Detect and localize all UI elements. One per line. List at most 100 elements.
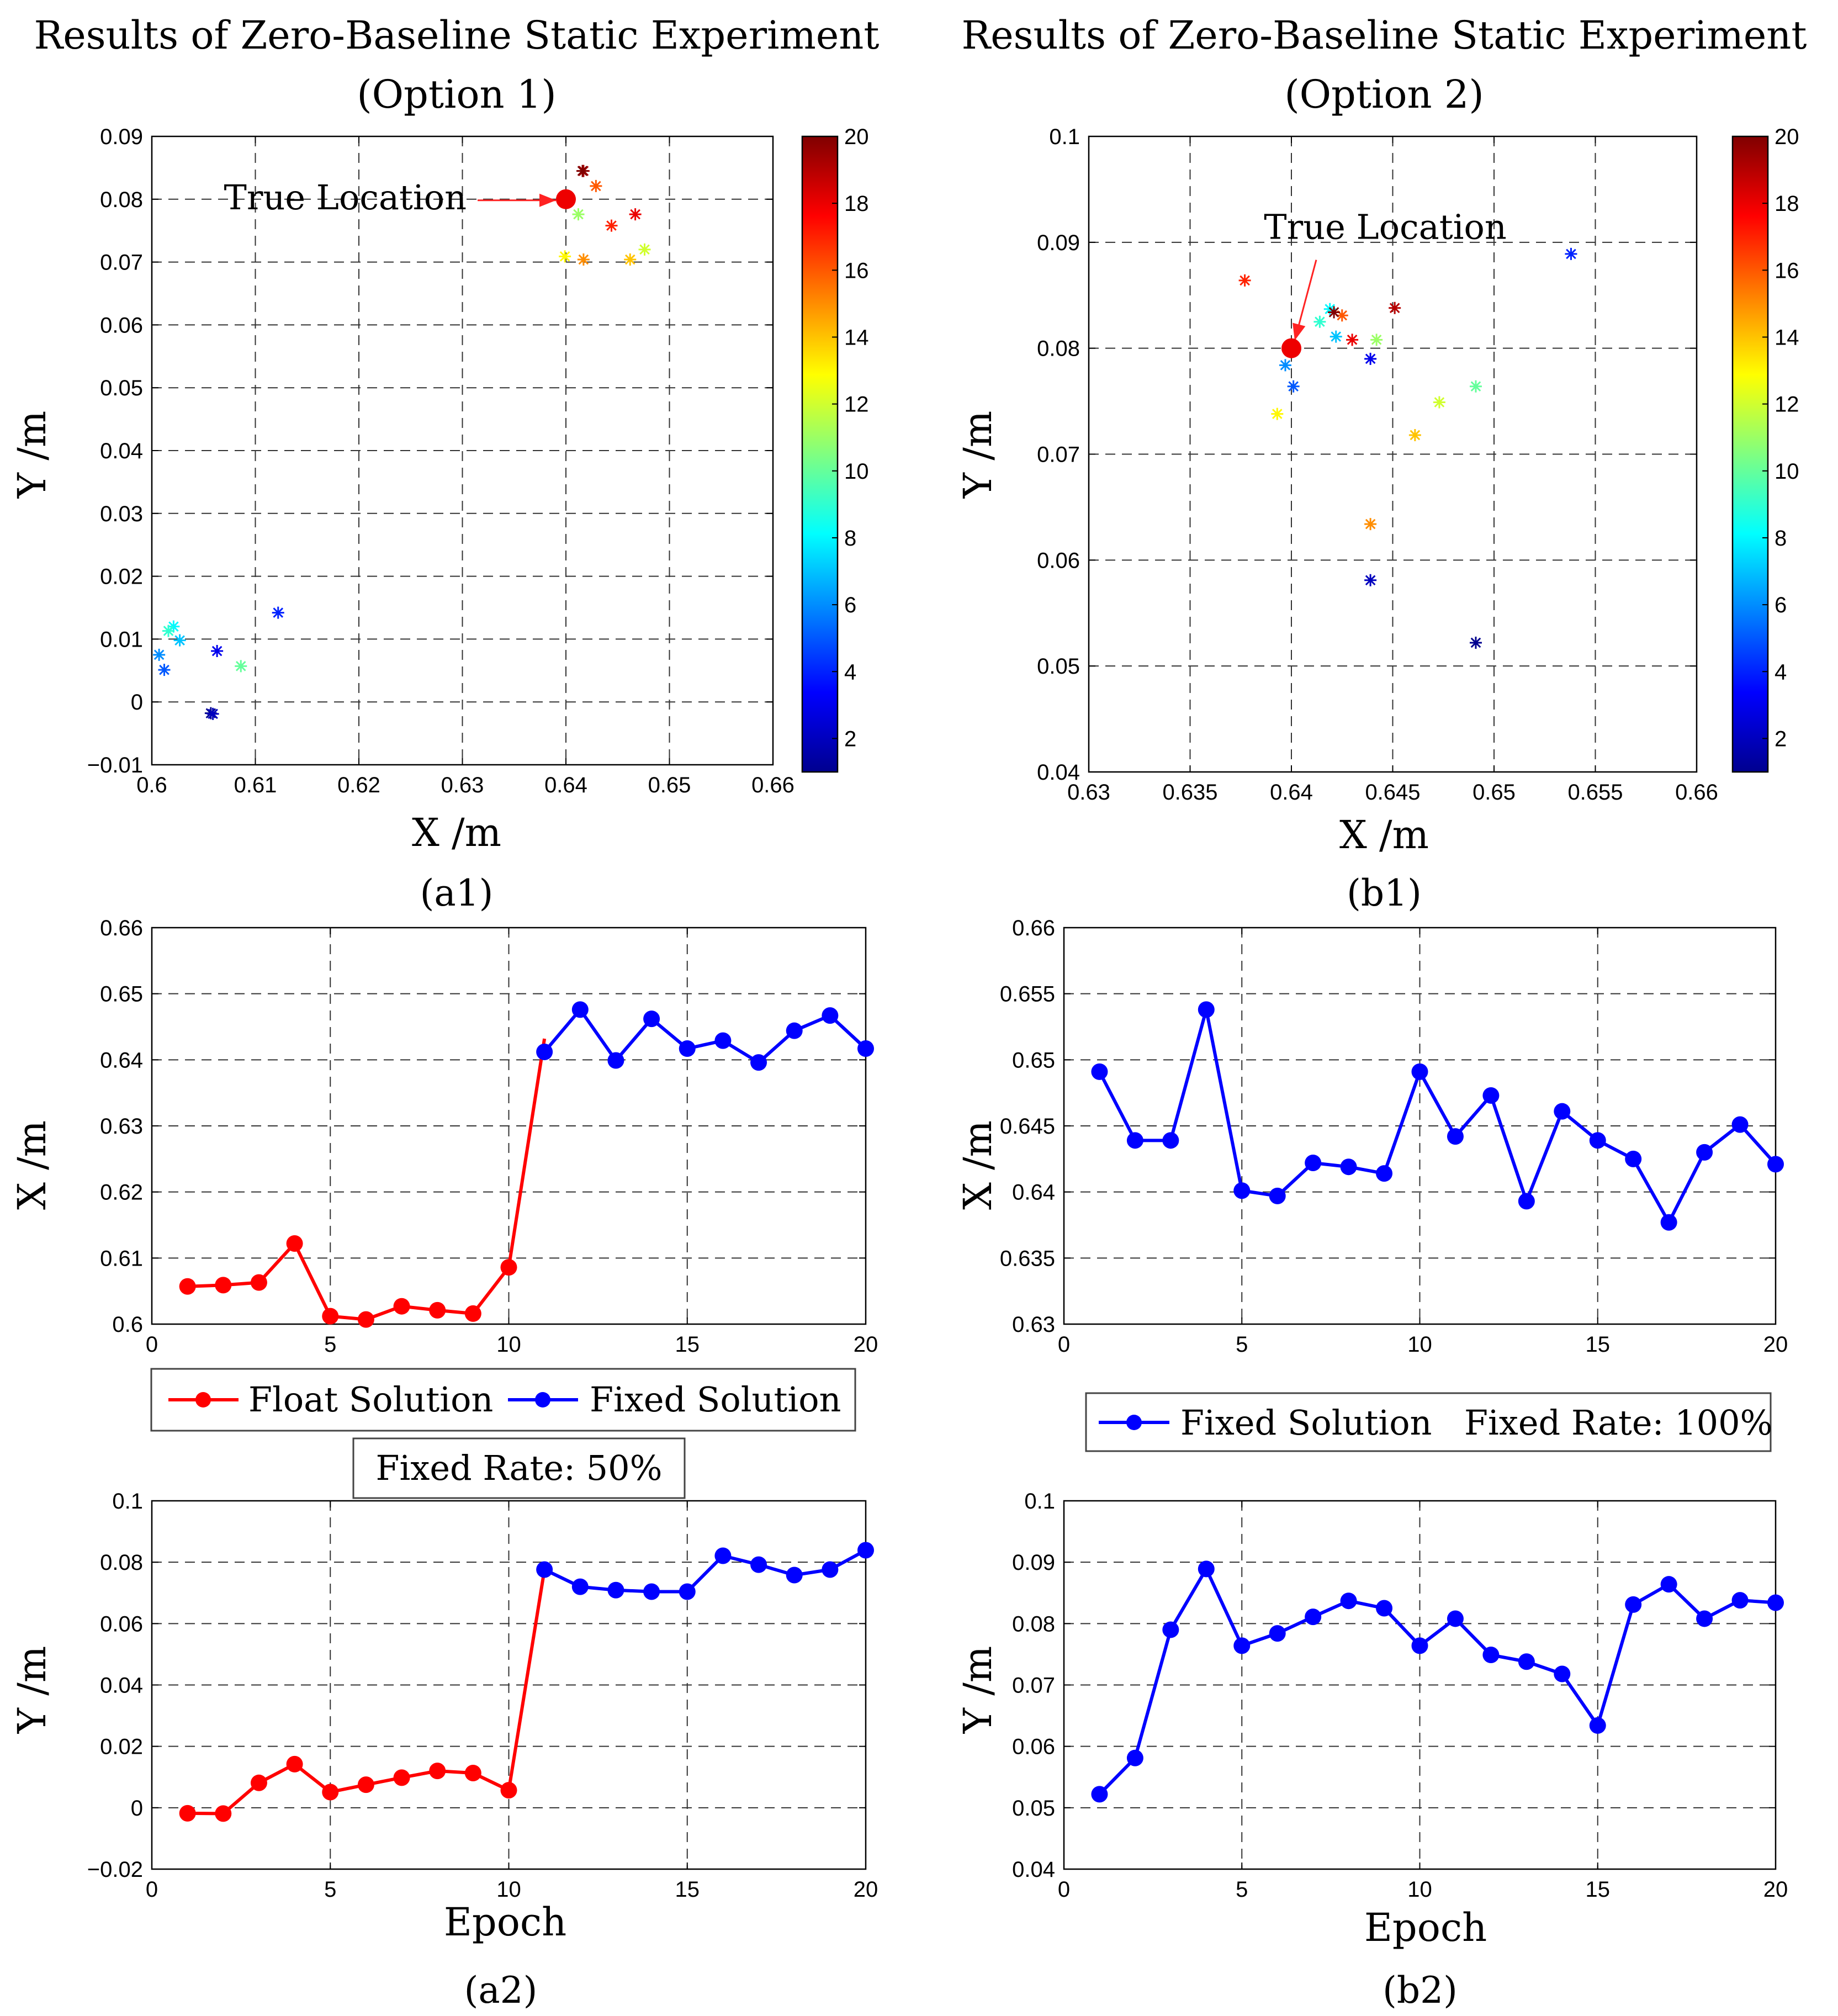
- a1-y-tick-label: −0.01: [87, 753, 143, 777]
- a2-legend-float-label: Float Solution: [248, 1379, 493, 1420]
- b1-point-epoch-2: [1364, 574, 1377, 586]
- b2t-x-tick-label: 0: [1058, 1332, 1070, 1357]
- a2b-x-tick-label: 10: [496, 1877, 521, 1902]
- b2-top-y-axis-label: X /m: [955, 1120, 1000, 1210]
- b1-title-line2: (Option 2): [1284, 72, 1484, 117]
- a1-colorbar-gradient: [801, 135, 839, 773]
- a1-true-location-label: True Location: [224, 177, 467, 218]
- b1-point-epoch-10: [1469, 380, 1482, 393]
- a2b-fixed-point-epoch-18: [786, 1567, 803, 1584]
- a1-y-tick-label: 0.04: [100, 439, 143, 463]
- b1-y-tick-label: 0.06: [1037, 548, 1080, 573]
- b1-x-tick-label: 0.66: [1675, 780, 1718, 805]
- a2t-x-tick-label: 5: [324, 1332, 336, 1357]
- b2b-x-tick-label: 20: [1763, 1877, 1788, 1902]
- a2t-fixed-point-epoch-13: [607, 1052, 624, 1069]
- a2-panel-label: (a2): [464, 1969, 538, 2012]
- b2b-fixed-point-epoch-10: [1411, 1637, 1428, 1654]
- b2t-fixed-point-epoch-8: [1340, 1158, 1357, 1176]
- a1-x-tick-label: 0.65: [648, 773, 691, 797]
- b2t-y-tick-label: 0.64: [1012, 1181, 1055, 1205]
- b2t-fixed-point-epoch-5: [1233, 1182, 1251, 1199]
- b1-point-epoch-15: [1364, 518, 1377, 531]
- a2b-y-tick-label: 0.1: [112, 1489, 143, 1514]
- a1-colorbar-tick-label: 8: [844, 526, 856, 551]
- a2-legend-fixed-marker: [535, 1392, 550, 1408]
- a1-axes-frame: [151, 135, 774, 766]
- b1-point-epoch-1: [1469, 636, 1482, 649]
- a2b-fixed-point-epoch-15: [679, 1583, 696, 1600]
- b1-colorbar-tick-label: 12: [1775, 393, 1799, 417]
- b1-point-epoch-16: [1336, 309, 1348, 322]
- a1-point-epoch-15: [577, 253, 590, 266]
- b1-colorbar-tick-label: 8: [1775, 526, 1787, 551]
- a2t-axes-frame: [151, 927, 867, 1325]
- a2-x-line-axes: 0 5 10 15 20 0.6 0.61 0.62 0.63 0.64 0.65 0.66: [100, 916, 878, 1357]
- a2b-float-point-epoch-9: [464, 1765, 481, 1782]
- b1-point-epoch-11: [1370, 334, 1383, 346]
- b1-point-epoch-20: [1328, 306, 1341, 319]
- a2b-y-tick-label: 0.06: [100, 1612, 143, 1636]
- b2t-y-tick-label: 0.63: [1012, 1313, 1055, 1337]
- b2t-fixed-point-epoch-1: [1091, 1063, 1108, 1080]
- a1-point-epoch-4: [272, 606, 284, 619]
- a2t-y-tick-label: 0.66: [100, 916, 143, 940]
- a1-y-tick-label: 0.09: [100, 125, 143, 149]
- a2t-fixed-point-epoch-17: [750, 1054, 767, 1071]
- a1-x-tick-label: 0.63: [441, 773, 484, 797]
- b1-axes-frame: [1088, 135, 1698, 773]
- b2t-y-tick-label: 0.635: [1000, 1246, 1055, 1271]
- b1-true-location-label: True Location: [1264, 207, 1507, 247]
- a2t-fixed-point-epoch-12: [571, 1001, 589, 1018]
- a1-colorbar-tick-label: 10: [844, 459, 869, 484]
- a2b-float-point-epoch-10: [500, 1782, 517, 1799]
- a1-true-location-marker: [556, 189, 576, 209]
- a1-point-epoch-3: [211, 645, 224, 658]
- b2b-x-tick-label: 5: [1236, 1877, 1248, 1902]
- b1-colorbar-tick-label: 20: [1775, 125, 1799, 149]
- b1-y-tick-label: 0.08: [1037, 337, 1080, 361]
- a2-legend-float-marker: [195, 1392, 211, 1408]
- b1-y-axis-label: Y /m: [955, 411, 1000, 499]
- a2t-float-point-epoch-10: [500, 1259, 517, 1276]
- b1-point-epoch-3: [1364, 352, 1377, 365]
- a2b-x-tick-label: 0: [146, 1877, 158, 1902]
- b2b-fixed-point-epoch-19: [1731, 1592, 1749, 1609]
- b2b-fixed-point-epoch-6: [1269, 1625, 1286, 1642]
- a2b-float-point-epoch-1: [179, 1805, 196, 1822]
- b2t-x-tick-label: 10: [1407, 1332, 1432, 1357]
- b2-x-line-axes: 0 5 10 15 20 0.63 0.635 0.64 0.645 0.65 0.655 0.66: [1000, 916, 1788, 1357]
- a1-point-epoch-8: [167, 620, 180, 633]
- a2t-fixed-point-epoch-11: [536, 1043, 553, 1060]
- a1-colorbar-tick-label: 2: [844, 727, 856, 751]
- b2-bottom-y-axis-label: Y /m: [955, 1646, 1000, 1734]
- a2t-float-point-epoch-6: [357, 1311, 374, 1328]
- b2b-axes-frame: [1063, 1500, 1777, 1870]
- b2t-fixed-point-epoch-3: [1162, 1132, 1179, 1149]
- a2-legend-box: [150, 1368, 856, 1432]
- b2t-fixed-point-epoch-6: [1269, 1187, 1286, 1204]
- b2b-x-tick-label: 10: [1407, 1877, 1432, 1902]
- b2t-fixed-point-epoch-14: [1554, 1103, 1571, 1120]
- a2-x-axis-label: Epoch: [444, 1899, 566, 1945]
- b2b-y-tick-label: 0.08: [1012, 1612, 1055, 1636]
- b2-legend-box: [1085, 1392, 1772, 1452]
- b2t-fixed-point-epoch-2: [1126, 1132, 1143, 1149]
- a2-fixed-rate-label: Fixed Rate: 50%: [376, 1448, 663, 1488]
- b2-panel-label: (b2): [1383, 1969, 1458, 2012]
- a2-legend-fixed-label: Fixed Solution: [590, 1379, 841, 1420]
- a1-point-epoch-12: [638, 243, 651, 256]
- a2t-fixed-point-epoch-19: [822, 1007, 839, 1024]
- b2t-fixed-point-epoch-15: [1589, 1132, 1606, 1149]
- b2b-x-tick-label: 0: [1058, 1877, 1070, 1902]
- b2b-y-tick-label: 0.1: [1024, 1489, 1055, 1514]
- b2b-fixed-point-epoch-17: [1660, 1576, 1677, 1593]
- a2b-float-point-epoch-7: [393, 1769, 410, 1786]
- panel-b1: Results of Zero-Baseline Static Experime…: [955, 13, 1807, 914]
- a2b-fixed-point-epoch-13: [607, 1581, 624, 1599]
- b2t-y-tick-label: 0.65: [1012, 1048, 1055, 1072]
- a2b-x-tick-label: 20: [854, 1877, 878, 1902]
- b1-colorbar-tick-label: 16: [1775, 258, 1799, 283]
- a2t-x-tick-label: 10: [496, 1332, 521, 1357]
- a2t-float-point-epoch-4: [286, 1235, 303, 1252]
